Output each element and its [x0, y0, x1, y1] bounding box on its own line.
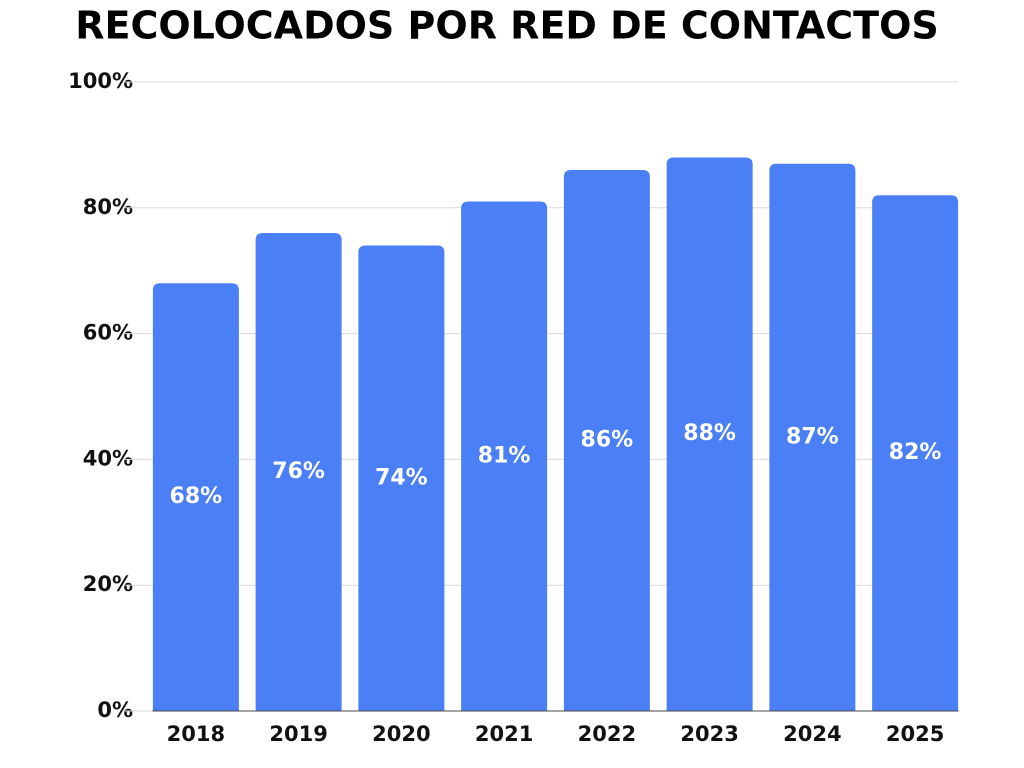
- y-tick-label: 20%: [83, 572, 133, 596]
- y-tick-label: 0%: [97, 698, 133, 722]
- x-tick-label: 2020: [372, 722, 430, 746]
- x-tick-label: 2018: [167, 722, 225, 746]
- y-tick-label: 80%: [83, 195, 133, 219]
- x-tick-label: 2024: [783, 722, 841, 746]
- bar: [358, 245, 445, 712]
- x-tick-label: 2025: [886, 722, 944, 746]
- bar: [152, 283, 239, 711]
- value-label: 74%: [375, 465, 428, 490]
- x-tick-label: 2019: [269, 722, 327, 746]
- y-tick-label: 100%: [68, 69, 133, 93]
- chart-title: RECOLOCADOS POR RED DE CONTACTOS: [75, 4, 939, 48]
- bar: [461, 201, 548, 711]
- x-tick-label: 2023: [680, 722, 738, 746]
- y-tick-label: 60%: [83, 321, 133, 345]
- y-tick-label: 40%: [83, 446, 133, 470]
- value-label: 86%: [581, 428, 634, 453]
- x-tick-label: 2022: [578, 722, 636, 746]
- bar: [666, 157, 753, 712]
- x-tick-label: 2021: [475, 722, 533, 746]
- bar: [769, 163, 856, 711]
- value-label: 88%: [683, 421, 736, 446]
- value-label: 82%: [889, 440, 942, 465]
- value-label: 68%: [170, 484, 223, 509]
- bar: [563, 170, 650, 711]
- bar: [255, 232, 342, 711]
- bar: [872, 195, 959, 712]
- value-label: 81%: [478, 443, 531, 468]
- value-label: 76%: [272, 459, 325, 484]
- value-label: 87%: [786, 424, 839, 449]
